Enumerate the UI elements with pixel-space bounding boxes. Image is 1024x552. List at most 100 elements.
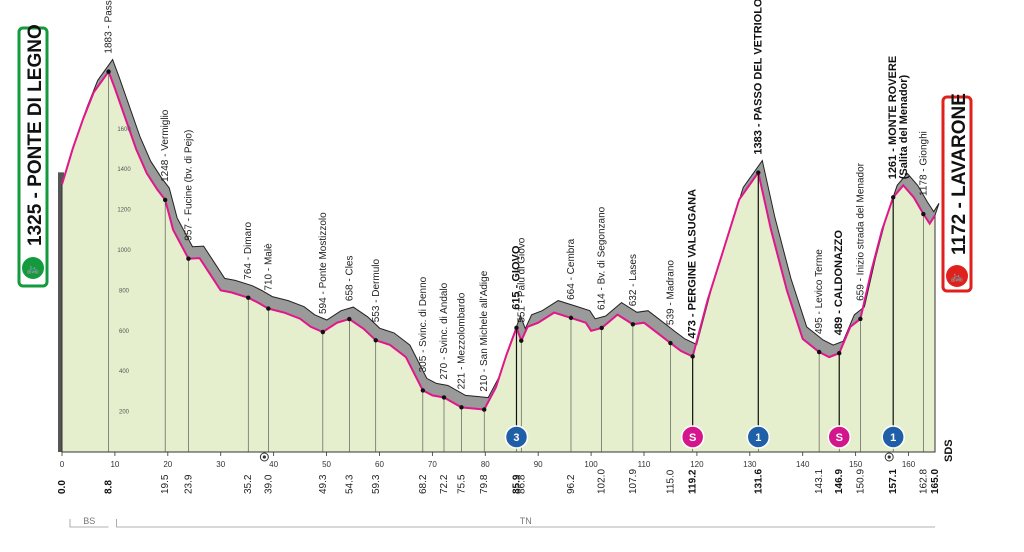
km-label: 72.2 — [439, 474, 450, 494]
start-frame — [17, 26, 49, 288]
x-tick-label: 10 — [110, 460, 119, 469]
climb-badges: 3 S 1 S 1 — [504, 172, 905, 449]
waypoint-label: 553 - Dermulo — [371, 259, 382, 323]
province-label: TN — [520, 516, 532, 526]
waypoint-label: 305 - Svinc. di Denno — [418, 276, 429, 372]
km-label: 39.0 — [263, 474, 274, 494]
finish-frame — [941, 95, 973, 293]
waypoint-label: 1883 - Passo del Tonale — [104, 0, 115, 54]
km-label: 86.8 — [516, 474, 527, 494]
finish-icon — [946, 265, 968, 287]
waypoint-label: 473 - PERGINE VALSUGANA — [687, 189, 699, 339]
km-label: 162.8 — [918, 469, 929, 494]
km-label: 131.6 — [753, 469, 764, 494]
finish-label: 1172 - LAVARONE — [949, 93, 970, 255]
km-label: 143.1 — [814, 469, 825, 494]
waypoint-label: 594 - Ponte Mostizzolo — [318, 212, 329, 314]
y-tick-label: 200 — [119, 410, 130, 416]
gpm-badge — [746, 425, 771, 449]
y-tick-label: 1200 — [117, 208, 131, 214]
km-label: 146.9 — [834, 469, 845, 494]
waypoint-dot — [441, 395, 447, 400]
sprint-badge-label: S — [689, 432, 696, 444]
y-tick-label: 600 — [119, 329, 130, 335]
x-tick-label: 140 — [796, 460, 810, 469]
km-label: 79.8 — [479, 474, 490, 494]
km-label: 0.0 — [57, 480, 68, 494]
x-tick-label: 30 — [216, 460, 225, 469]
start-label: 1325 - PONTE DI LEGNO — [25, 24, 46, 246]
km-label: 8.8 — [104, 480, 115, 494]
waypoint-label: 270 - Svinc. di Andalo — [439, 282, 450, 379]
km-label: 68.2 — [418, 474, 429, 494]
x-tick-label: 50 — [322, 460, 331, 469]
gpm-badge-label: 3 — [513, 432, 519, 444]
waypoint-label: 632 - Lases — [628, 254, 639, 306]
km-label: 115.0 — [666, 469, 677, 494]
waypoint-label: 664 - Cembra — [566, 238, 577, 300]
waypoint-label-sub: (Salita del Menador) — [898, 74, 910, 179]
gpm-badge-label: 1 — [890, 432, 896, 444]
x-tick-label: 160 — [902, 460, 916, 469]
x-tick-label: 120 — [690, 460, 704, 469]
sprint-badge-label: S — [836, 432, 843, 444]
waypoint-dot — [459, 405, 464, 410]
province-label: BS — [83, 516, 95, 526]
y-tick-label: 1600 — [117, 127, 131, 133]
y-tick-label: 1000 — [117, 248, 131, 254]
km-label: 75.5 — [457, 474, 468, 494]
waypoint-dot — [246, 295, 251, 300]
waypoint-dot — [921, 211, 926, 217]
start-icon — [22, 257, 44, 279]
waypoint-label: 614 - Bv. di Segonzano — [597, 206, 608, 310]
x-tick-label: 100 — [584, 460, 598, 469]
sprint-badge — [680, 425, 705, 449]
waypoint-label: 221 - Mezzolombardo — [457, 292, 468, 389]
waypoint-label: 1248 - Vermiglio — [160, 109, 171, 182]
waypoint-dot — [106, 69, 111, 74]
province-bands: BS TN — [69, 516, 935, 528]
x-tick-label: 20 — [163, 460, 172, 469]
waypoint-dot — [668, 340, 673, 346]
y-tick-label: 1400 — [117, 167, 131, 173]
km-label: 85.9 — [512, 474, 523, 494]
sprint-badge — [827, 425, 851, 449]
feed-zone-icon-dot — [887, 455, 891, 459]
km-label: 102.0 — [597, 469, 608, 494]
x-tick-label: 80 — [481, 460, 490, 469]
waypoint-label: 551 - Palù di Giovo — [516, 237, 527, 322]
km-label: 35.2 — [243, 474, 254, 494]
brand-logo: SDS — [943, 439, 955, 462]
waypoint-dot — [162, 197, 168, 203]
waypoint-label: 764 - Dimaro — [243, 221, 254, 279]
km-label: 107.9 — [628, 469, 639, 494]
y-tick-label: 400 — [119, 369, 130, 375]
y-tick-label: 800 — [119, 288, 130, 294]
start-wall — [58, 172, 64, 452]
waypoint-label: 1261 - MONTE ROVERE — [887, 56, 899, 179]
feed-zone-icon-dot — [262, 455, 266, 459]
waypoint-label: 615 - GIOVO — [511, 245, 523, 310]
waypoint-dot — [858, 316, 863, 322]
waypoint-dot — [320, 329, 326, 335]
waypoint-dot — [568, 315, 574, 321]
waypoint-label: 1383 - PASSO DEL VETRIOLO — [752, 0, 764, 155]
km-label: 23.9 — [184, 474, 195, 494]
finish-cyclist-icon: 🚲 — [950, 270, 964, 283]
km-label: 49.3 — [318, 474, 329, 494]
waypoint-dot — [186, 256, 191, 261]
waypoint-label: 210 - San Michele all'Adige — [479, 270, 490, 391]
finish-panel: 1172 - LAVARONE 🚲 — [941, 93, 973, 293]
x-tick-label: 110 — [638, 460, 651, 469]
km-label: 59.3 — [371, 474, 382, 494]
profile-area — [61, 70, 936, 453]
waypoint-label: 495 - Levico Terme — [814, 249, 825, 334]
waypoint-dot — [482, 407, 487, 412]
km-label: 157.1 — [888, 469, 899, 494]
km-label: 96.2 — [566, 474, 577, 494]
x-tick-label: 60 — [375, 460, 384, 469]
x-tick-label: 150 — [849, 460, 863, 469]
waypoint-dot — [519, 338, 524, 343]
waypoint-dot — [420, 388, 426, 393]
